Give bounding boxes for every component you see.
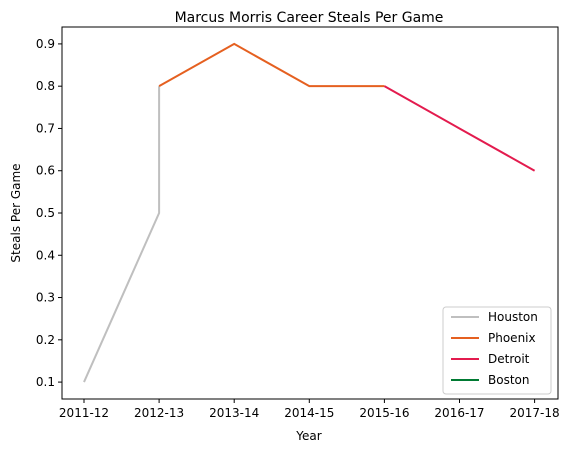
x-axis: 2011-12 2012-13 2013-14 2014-15 2015-16 2016-… <box>59 399 560 420</box>
legend-box <box>442 306 552 395</box>
y-axis: 0.1 0.2 0.3 0.4 0.5 0.6 0.7 0.8 0.9 <box>36 37 62 389</box>
legend-label-boston: Boston <box>488 373 529 387</box>
y-tick-label: 0.6 <box>36 164 55 178</box>
y-tick-label: 0.1 <box>36 375 55 389</box>
y-axis-title: Steals Per Game <box>9 163 23 262</box>
x-axis-title: Year <box>295 429 321 443</box>
series-line-houston <box>83 86 161 383</box>
series-line-phoenix <box>158 42 385 88</box>
x-tick-label: 2016-17 <box>434 406 484 420</box>
x-tick-label: 2013-14 <box>209 406 259 420</box>
y-tick-label: 0.4 <box>36 248 55 262</box>
y-tick-label: 0.5 <box>36 206 55 220</box>
x-tick-label: 2015-16 <box>359 406 409 420</box>
legend-label-houston: Houston <box>488 310 538 324</box>
x-tick-label: 2011-12 <box>59 406 109 420</box>
y-tick-label: 0.9 <box>36 37 55 51</box>
legend-label-detroit: Detroit <box>488 352 530 366</box>
y-tick-label: 0.8 <box>36 79 55 93</box>
y-tick-label: 0.3 <box>36 291 55 305</box>
legend: Houston Phoenix Detroit Boston <box>442 306 552 395</box>
series-layer <box>83 42 536 383</box>
x-tick-label: 2017-18 <box>510 406 560 420</box>
x-tick-label: 2012-13 <box>134 406 184 420</box>
x-tick-label: 2014-15 <box>284 406 334 420</box>
chart-title: Marcus Morris Career Steals Per Game <box>175 10 444 26</box>
series-line-detroit <box>383 85 536 172</box>
y-tick-label: 0.2 <box>36 333 55 347</box>
legend-label-phoenix: Phoenix <box>488 331 536 345</box>
y-tick-label: 0.7 <box>36 121 55 135</box>
